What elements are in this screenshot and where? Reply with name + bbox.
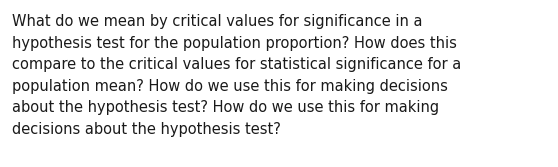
Text: What do we mean by critical values for significance in a
hypothesis test for the: What do we mean by critical values for s…	[12, 14, 461, 137]
